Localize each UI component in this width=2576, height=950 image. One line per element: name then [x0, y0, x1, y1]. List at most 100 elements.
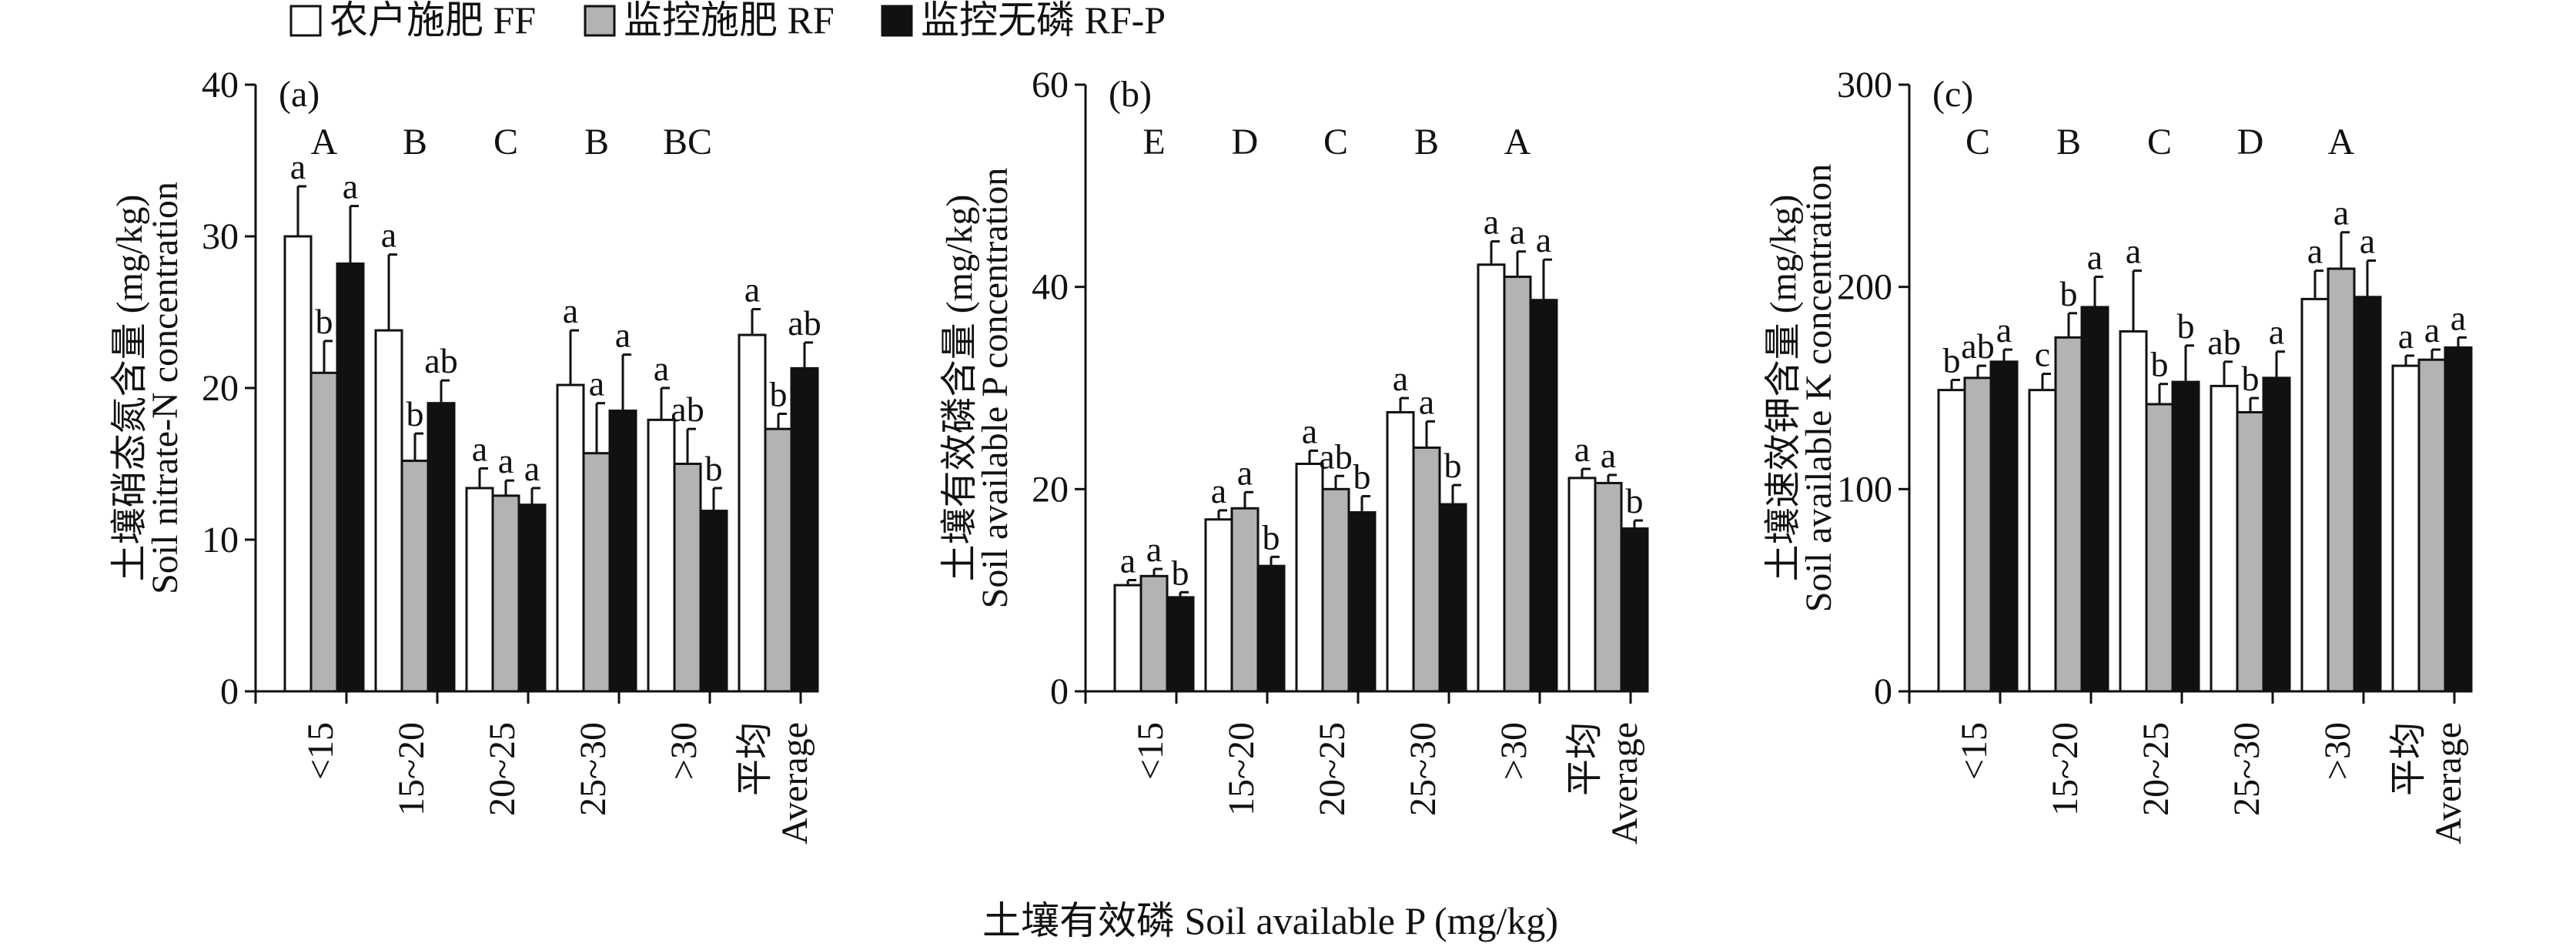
- x-tick-label: 15~20: [2045, 722, 2086, 816]
- significance-letter: a: [1510, 212, 1525, 252]
- bar-rf: [2236, 411, 2265, 693]
- y-axis-label-cn: 土壤硝态氮含量 (mg/kg): [109, 195, 150, 582]
- bar-rf-p: [2353, 296, 2382, 693]
- bar-ff: [1113, 584, 1142, 693]
- group-letter: A: [311, 122, 338, 162]
- group-letter: E: [1142, 122, 1165, 162]
- panel-label: (a): [279, 74, 319, 115]
- bar-rf-p: [1347, 511, 1377, 693]
- significance-letter: b: [2060, 274, 2078, 313]
- bar-rf: [764, 427, 793, 693]
- significance-letter: a: [2307, 232, 2323, 271]
- significance-letter: a: [2398, 316, 2414, 356]
- bar-rf: [1412, 446, 1441, 693]
- x-tick-label: 20~25: [1312, 722, 1353, 816]
- significance-letter: b: [406, 394, 424, 433]
- group-letter: D: [2237, 122, 2264, 162]
- x-tick-label: 15~20: [1221, 722, 1262, 816]
- bar-ff: [374, 329, 403, 693]
- legend-swatch: [584, 5, 616, 37]
- significance-letter: a: [1120, 541, 1136, 580]
- significance-letter: b: [1626, 481, 1644, 520]
- y-tick-label: 20: [202, 368, 239, 409]
- x-tick-label: >30: [2317, 722, 2358, 780]
- significance-letter: a: [524, 449, 540, 488]
- significance-letter: a: [2269, 313, 2284, 352]
- bar-rf-p: [2171, 380, 2200, 693]
- panel-3: 0 100 200 300 (c) 土壤速效钾含量 (mg/kg)Soil availab…: [1763, 65, 2473, 845]
- y-tick-label: 0: [1874, 671, 1892, 712]
- significance-letter: a: [563, 291, 578, 330]
- significance-letter: ab: [2207, 323, 2240, 362]
- bar-rf-p: [427, 402, 456, 693]
- panel-2: 0 20 40 60 (b) 土壤有效磷含量 (mg/kg)Soil available …: [939, 65, 1649, 845]
- significance-letter: b: [705, 449, 723, 488]
- significance-letter: b: [316, 302, 333, 341]
- bar-rf: [2417, 358, 2447, 693]
- panel-1: 0 10 20 30 40 (a) 土壤硝态氮含量 (mg/kg)Soil nitrate-…: [109, 65, 821, 845]
- bar-rf-p: [1166, 596, 1195, 693]
- bar-ff: [2119, 329, 2148, 693]
- y-axis-label-cn: 土壤速效钾含量 (mg/kg): [1763, 195, 1804, 582]
- bar-rf-p: [2080, 306, 2109, 693]
- significance-letter: ab: [1319, 437, 1352, 476]
- bar-ff: [556, 383, 585, 693]
- bar-rf: [2145, 403, 2174, 693]
- significance-letter: a: [615, 316, 631, 355]
- group-letter: C: [2147, 122, 2172, 162]
- bar-rf: [2054, 336, 2083, 693]
- category-group-average: a ab: [1567, 430, 1649, 693]
- bar-rf: [1503, 276, 1532, 693]
- category-group-20-25: a a a C: [465, 122, 547, 693]
- bar-rf: [1594, 481, 1623, 693]
- category-group-15: b ab a C: [1937, 122, 2019, 693]
- significance-letter: a: [1237, 453, 1253, 492]
- category-group-15: a b aA: [283, 122, 365, 693]
- significance-letter: a: [1996, 310, 2012, 350]
- legend-item-2: 监控施肥 RF: [584, 0, 835, 42]
- bar-rf: [582, 452, 611, 693]
- significance-letter: a: [2126, 232, 2141, 271]
- x-tick-label: Average: [2428, 722, 2469, 845]
- legend-swatch: [289, 5, 322, 37]
- significance-letter: c: [2035, 335, 2050, 374]
- group-letter: B: [584, 122, 609, 162]
- x-tick-label: 15~20: [391, 722, 432, 816]
- x-tick-label: 20~25: [482, 722, 523, 816]
- bar-ff: [738, 333, 767, 693]
- legend-item-1: 农户施肥 FF: [289, 0, 536, 42]
- bar-rf-p: [790, 366, 819, 693]
- significance-letter: b: [1263, 517, 1280, 557]
- significance-letter: ab: [424, 341, 457, 380]
- y-axis-label-en: Soil available P concentration: [975, 168, 1015, 609]
- bar-ff: [647, 418, 676, 693]
- significance-letter: a: [744, 270, 760, 309]
- significance-letter: a: [290, 147, 306, 186]
- x-tick-label: 平均: [1564, 722, 1605, 796]
- bar-ff: [1477, 263, 1506, 693]
- legend-layer: 农户施肥 FF 监控施肥 RF 监控无磷 RF-P: [289, 0, 1166, 42]
- bar-rf-p: [1438, 503, 1467, 693]
- bar-rf-p: [1529, 299, 1558, 693]
- significance-letter: a: [2451, 298, 2466, 337]
- bar-ff: [2300, 297, 2330, 693]
- bar-rf: [2327, 267, 2356, 693]
- legend-item-3: 监控无磷 RF-P: [881, 0, 1166, 42]
- bar-ff: [2391, 364, 2420, 693]
- bar-ff: [1567, 477, 1597, 693]
- group-letter: B: [403, 122, 427, 162]
- significance-letter: b: [1444, 446, 1462, 485]
- bar-ff: [1386, 411, 1415, 693]
- category-group-15-20: cba B: [2028, 122, 2109, 693]
- y-tick-label: 100: [1837, 469, 1892, 510]
- x-tick-label: <15: [1954, 722, 1995, 780]
- legend-label: 监控无磷 RF-P: [921, 0, 1166, 42]
- y-tick-label: 40: [1032, 267, 1069, 308]
- x-axis-title: 土壤有效磷 Soil available P (mg/kg): [982, 899, 1558, 942]
